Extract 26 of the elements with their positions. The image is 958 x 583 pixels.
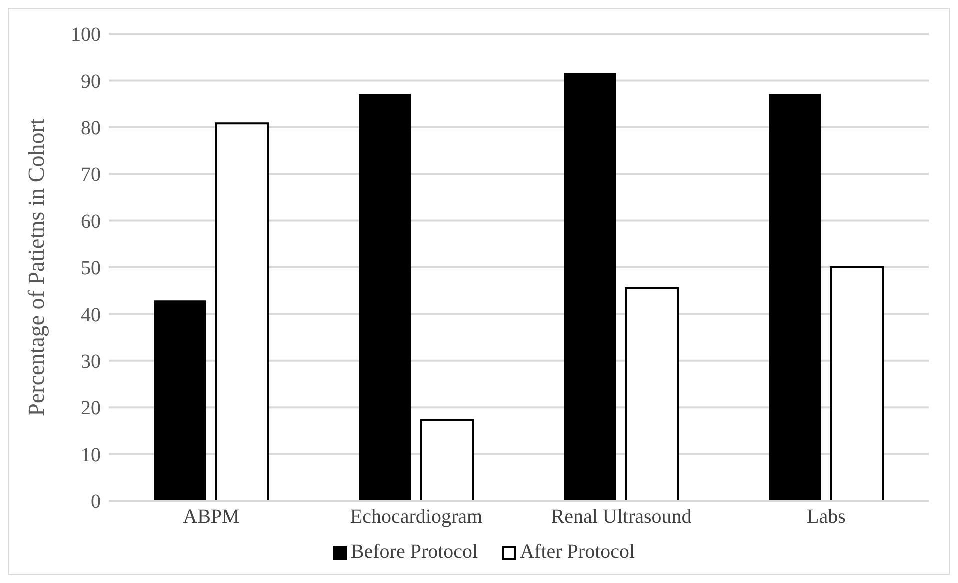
y-tick-label: 40 <box>81 304 101 326</box>
bar <box>769 94 822 501</box>
bar <box>830 266 884 501</box>
x-tick-label: ABPM <box>183 506 240 528</box>
x-tick-label: Labs <box>807 506 846 528</box>
bar <box>625 288 680 501</box>
y-axis-title: Percentage of Patietns in Cohort <box>24 118 50 416</box>
y-tick-label: 30 <box>81 351 101 373</box>
bar <box>359 94 412 501</box>
y-tick-label: 20 <box>81 398 101 420</box>
bar <box>215 122 270 501</box>
bar <box>154 300 206 501</box>
y-tick-label: 60 <box>81 210 101 233</box>
y-tick-label: 70 <box>81 164 101 186</box>
y-tick-label: 10 <box>81 444 101 466</box>
x-tick-label: Renal Ultrasound <box>551 506 692 528</box>
legend-label: After Protocol <box>520 541 636 564</box>
bar <box>420 419 474 501</box>
legend-label: Before Protocol <box>350 541 478 564</box>
y-tick-label: 0 <box>91 491 101 514</box>
bar <box>564 73 616 501</box>
y-tick-label: 80 <box>81 118 101 140</box>
y-tick-label: 90 <box>81 70 101 93</box>
x-tick-label: Echocardiogram <box>350 506 484 528</box>
y-tick-label: 100 <box>71 24 101 46</box>
y-tick-label: 50 <box>81 258 101 280</box>
